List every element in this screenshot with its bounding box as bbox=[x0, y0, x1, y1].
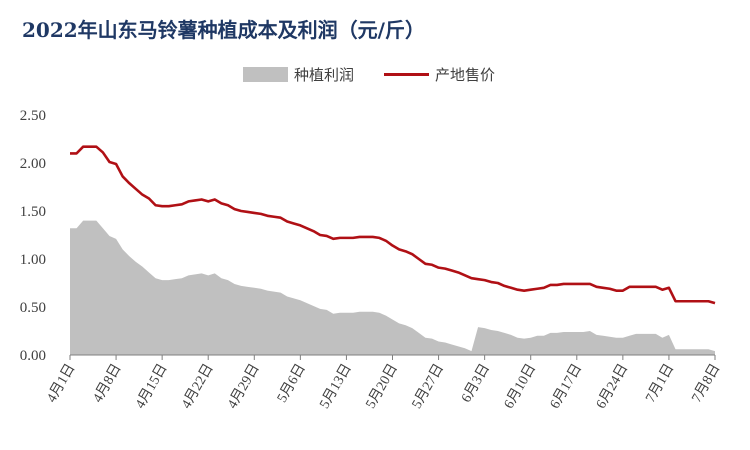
y-tick-label: 1.00 bbox=[20, 252, 46, 268]
legend-label-profit: 种植利润 bbox=[294, 66, 355, 84]
y-tick-label: 1.50 bbox=[20, 204, 46, 220]
x-tick-label: 4月22日 bbox=[178, 361, 216, 411]
y-tick-label: 2.50 bbox=[20, 108, 46, 124]
x-tick-label: 4月8日 bbox=[90, 361, 125, 405]
y-tick-label: 0.50 bbox=[20, 300, 46, 316]
x-tick-label: 5月20日 bbox=[363, 361, 401, 411]
x-tick-label: 6月24日 bbox=[593, 361, 631, 411]
legend-label-price: 产地售价 bbox=[435, 66, 496, 84]
x-tick-label: 5月6日 bbox=[274, 361, 309, 405]
series-area-profit bbox=[70, 220, 715, 355]
y-tick-label: 2.00 bbox=[20, 156, 46, 172]
x-tick-label: 4月29日 bbox=[224, 361, 262, 411]
legend-swatch-profit bbox=[243, 67, 288, 82]
x-tick-label: 4月15日 bbox=[132, 361, 170, 411]
legend: 种植利润 产地售价 bbox=[243, 64, 525, 85]
x-tick-label: 5月27日 bbox=[409, 361, 447, 411]
legend-item-price: 产地售价 bbox=[384, 64, 495, 85]
x-tick-label: 4月1日 bbox=[44, 361, 79, 405]
legend-swatch-price bbox=[384, 73, 430, 76]
x-tick-label: 5月13日 bbox=[317, 361, 355, 411]
chart-title: 2022年山东马铃薯种植成本及利润（元/斤） bbox=[22, 18, 425, 42]
y-tick-label: 0.00 bbox=[20, 348, 46, 364]
x-tick-label: 7月1日 bbox=[643, 361, 678, 405]
series-line-price bbox=[70, 145, 716, 305]
x-tick-label: 6月17日 bbox=[547, 361, 585, 411]
x-tick-label: 6月3日 bbox=[458, 361, 493, 405]
x-tick-label: 7月8日 bbox=[689, 361, 724, 405]
legend-item-profit: 种植利润 bbox=[243, 64, 354, 85]
x-tick-label: 6月10日 bbox=[501, 361, 539, 411]
